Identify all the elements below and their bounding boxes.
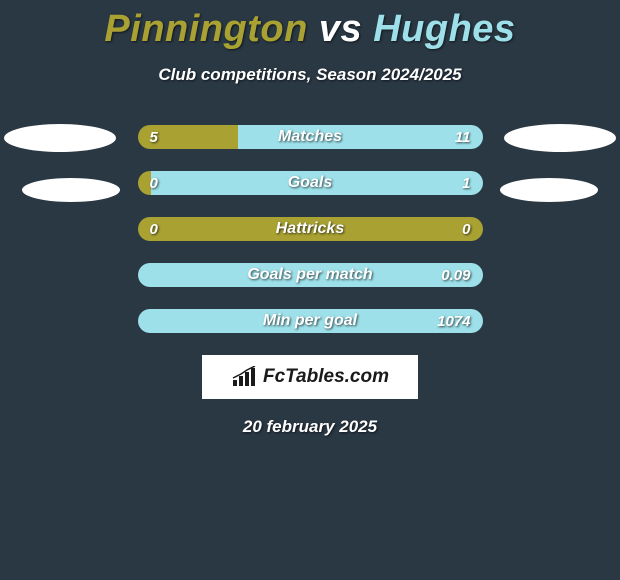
value-left: 0 (150, 217, 158, 241)
bar-track (138, 125, 483, 149)
vs-label: vs (319, 8, 362, 50)
player1-name: Pinnington (104, 8, 307, 50)
subtitle: Club competitions, Season 2024/2025 (0, 65, 620, 85)
bar-track (138, 309, 483, 333)
value-left: 5 (150, 125, 158, 149)
stat-row: 00Hattricks (138, 217, 483, 241)
bar-right (138, 263, 483, 287)
player2-name: Hughes (373, 8, 515, 50)
value-right: 1074 (437, 309, 470, 333)
brand-logo: FcTables.com (202, 355, 418, 399)
stat-row: 1074Min per goal (138, 309, 483, 333)
stat-row: 0.09Goals per match (138, 263, 483, 287)
bar-right (151, 171, 482, 195)
page-title: Pinnington vs Hughes (0, 0, 620, 51)
bar-left (138, 217, 483, 241)
comparison-chart: 511Matches01Goals00Hattricks0.09Goals pe… (0, 125, 620, 333)
bars-icon (231, 366, 259, 388)
date-label: 20 february 2025 (0, 417, 620, 437)
value-right: 11 (455, 125, 471, 149)
value-right: 0.09 (441, 263, 470, 287)
bar-right (238, 125, 483, 149)
value-right: 0 (462, 217, 470, 241)
bar-track (138, 171, 483, 195)
bar-track (138, 217, 483, 241)
bar-track (138, 263, 483, 287)
brand-text: FcTables.com (263, 366, 389, 388)
bar-right (138, 309, 483, 333)
stat-row: 511Matches (138, 125, 483, 149)
value-left: 0 (150, 171, 158, 195)
value-right: 1 (462, 171, 470, 195)
stat-row: 01Goals (138, 171, 483, 195)
